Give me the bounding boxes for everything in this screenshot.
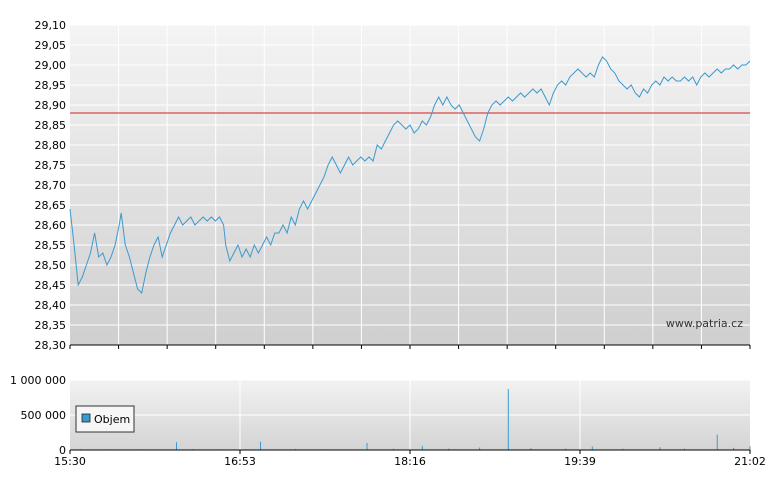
volume-y-tick-label: 0 (59, 444, 66, 457)
volume-x-tick-label: 15:30 (54, 455, 86, 468)
price-y-tick-label: 28,50 (35, 259, 67, 272)
price-y-tick-label: 28,30 (35, 339, 67, 352)
price-y-tick-label: 29,10 (35, 19, 67, 32)
price-y-tick-label: 28,55 (35, 239, 67, 252)
volume-x-tick-label: 18:16 (394, 455, 426, 468)
volume-x-axis-labels: 15:30 16:53 18:16 19:39 21:02 (54, 450, 766, 468)
price-y-tick-label: 28,95 (35, 79, 67, 92)
volume-x-tick-label: 19:39 (564, 455, 596, 468)
price-y-tick-label: 28,65 (35, 199, 67, 212)
legend-swatch (81, 413, 91, 423)
price-y-tick-label: 28,40 (35, 299, 67, 312)
volume-y-tick-label: 500 000 (21, 409, 67, 422)
watermark-text: www.patria.cz (666, 317, 743, 330)
price-y-tick-label: 28,60 (35, 219, 67, 232)
legend-label: Objem (94, 413, 130, 426)
volume-y-axis: 1 000 000 500 000 0 (10, 374, 66, 457)
price-y-tick-label: 28,80 (35, 139, 67, 152)
price-y-axis: 29,10 29,05 29,00 28,95 28,90 28,85 28,80 28,75… (35, 19, 67, 352)
price-series-line (69, 56, 751, 294)
price-y-tick-label: 28,75 (35, 159, 67, 172)
price-y-tick-label: 28,35 (35, 319, 67, 332)
price-y-tick-label: 29,00 (35, 59, 67, 72)
price-x-ticks (69, 345, 751, 349)
volume-x-tick-label: 16:53 (224, 455, 256, 468)
volume-x-tick-label: 21:02 (734, 455, 766, 468)
price-y-tick-label: 28,70 (35, 179, 67, 192)
price-y-tick-label: 29,05 (35, 39, 67, 52)
price-grid (70, 24, 750, 346)
price-y-tick-label: 28,90 (35, 99, 67, 112)
volume-legend: Objem (75, 405, 135, 433)
price-y-tick-label: 28,45 (35, 279, 67, 292)
volume-y-tick-label: 1 000 000 (10, 374, 66, 387)
price-y-tick-label: 28,85 (35, 119, 67, 132)
